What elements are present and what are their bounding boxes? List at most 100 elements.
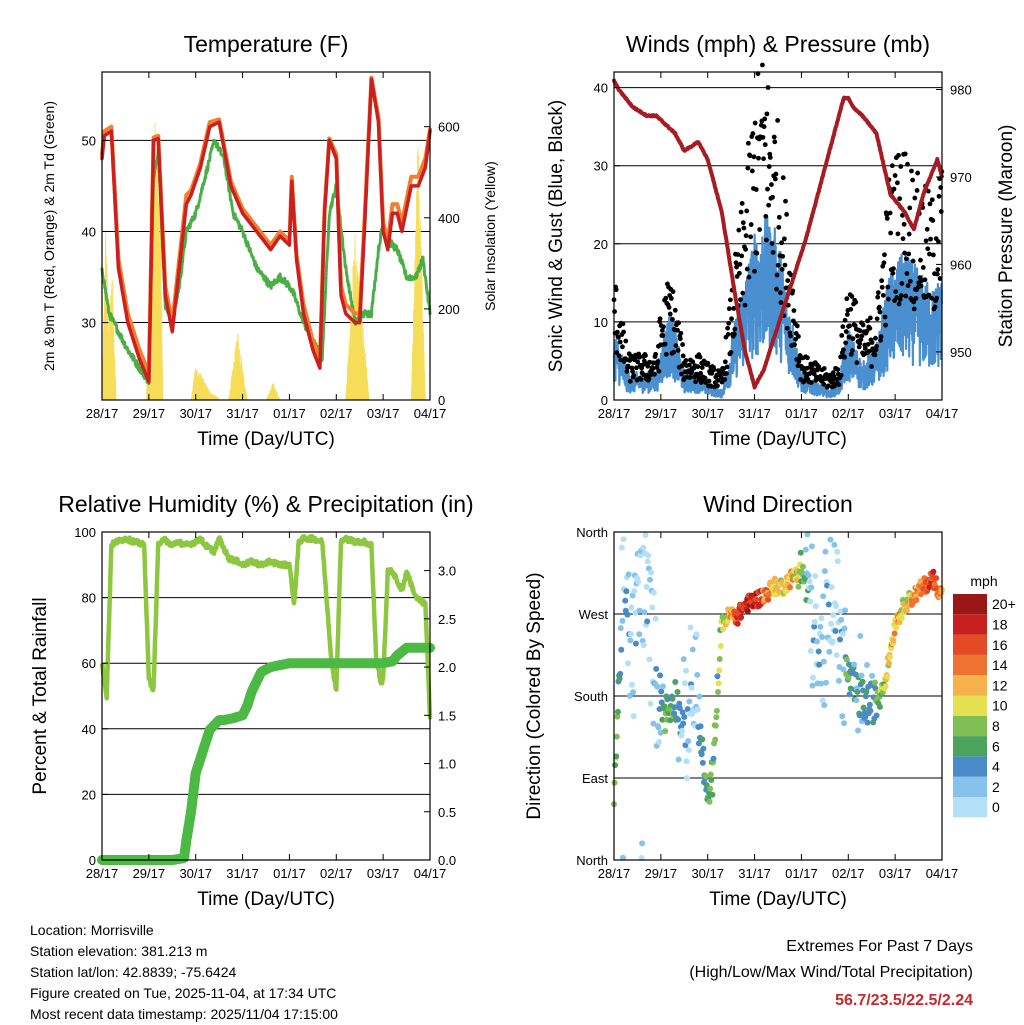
gust-point bbox=[896, 152, 901, 158]
gust-point bbox=[866, 348, 872, 354]
direction-point bbox=[831, 541, 838, 548]
direction-point bbox=[837, 636, 844, 643]
direction-point bbox=[822, 679, 829, 686]
direction-point bbox=[617, 625, 624, 632]
legend-label: 4 bbox=[992, 759, 1000, 775]
gust-point bbox=[872, 352, 878, 358]
gust-point bbox=[744, 266, 750, 272]
direction-point bbox=[697, 723, 704, 730]
gust-point bbox=[854, 360, 860, 366]
gust-point bbox=[770, 249, 776, 255]
gust-point bbox=[738, 297, 743, 303]
direction-point bbox=[659, 683, 666, 690]
gust-point bbox=[911, 306, 917, 312]
gust-point bbox=[725, 331, 731, 337]
gust-point bbox=[867, 325, 873, 331]
direction-point bbox=[639, 840, 646, 847]
gust-point bbox=[706, 378, 712, 384]
gust-point bbox=[617, 339, 623, 345]
direction-point bbox=[857, 633, 864, 640]
x-tick-label: 01/17 bbox=[273, 406, 306, 421]
gust-point bbox=[865, 341, 871, 347]
gust-point bbox=[754, 250, 760, 256]
gust-point bbox=[918, 257, 923, 263]
gust-point bbox=[885, 284, 891, 290]
x-tick-label: 29/17 bbox=[133, 406, 166, 421]
direction-point bbox=[669, 695, 676, 702]
gust-point bbox=[897, 297, 903, 302]
gust-point bbox=[873, 335, 878, 341]
gust-point bbox=[794, 323, 800, 329]
gust-point bbox=[876, 304, 882, 310]
direction-point bbox=[630, 689, 637, 696]
gust-point bbox=[761, 124, 767, 130]
direction-point bbox=[818, 615, 825, 622]
x-tick-label: 04/17 bbox=[926, 406, 959, 421]
gust-point bbox=[773, 171, 779, 177]
gust-point bbox=[849, 294, 855, 299]
gust-point bbox=[663, 295, 669, 301]
gust-point bbox=[905, 283, 911, 289]
gust-point bbox=[657, 316, 663, 322]
gust-point bbox=[751, 154, 757, 160]
right-axis-title: Solar Insolation (Yellow) bbox=[482, 161, 498, 311]
x-tick-label: 01/17 bbox=[785, 866, 818, 881]
gust-point bbox=[782, 262, 788, 268]
y-tick-label: 100 bbox=[74, 525, 96, 540]
gust-point bbox=[791, 308, 797, 314]
y-tick-label: 0 bbox=[601, 393, 608, 408]
direction-point bbox=[618, 646, 625, 653]
gust-point bbox=[780, 175, 786, 181]
x-tick-label: 31/17 bbox=[226, 866, 259, 881]
gust-point bbox=[893, 289, 899, 295]
direction-point bbox=[640, 544, 647, 551]
direction-point bbox=[657, 672, 664, 679]
gust-point bbox=[672, 307, 678, 313]
gust-point bbox=[905, 161, 910, 167]
legend-label: 2 bbox=[992, 779, 1000, 795]
gust-point bbox=[879, 278, 885, 284]
gust-point bbox=[736, 270, 742, 276]
gust-point bbox=[690, 359, 696, 365]
gust-point bbox=[880, 292, 886, 298]
gust-point bbox=[850, 348, 855, 353]
direction-point bbox=[715, 680, 722, 687]
direction-point bbox=[828, 584, 835, 591]
gust-point bbox=[725, 325, 730, 331]
direction-point bbox=[637, 552, 644, 559]
direction-point bbox=[662, 728, 669, 735]
gust-point bbox=[888, 230, 894, 236]
gust-point bbox=[878, 334, 884, 340]
direction-point bbox=[716, 667, 723, 674]
gust-point bbox=[928, 236, 933, 242]
direction-point bbox=[885, 660, 892, 667]
x-tick-label: 03/17 bbox=[367, 866, 400, 881]
right-tick-label: 400 bbox=[438, 211, 460, 226]
direction-point bbox=[832, 628, 839, 635]
gust-point bbox=[766, 202, 772, 208]
gust-point bbox=[840, 324, 846, 330]
gust-point bbox=[757, 227, 763, 232]
direction-point bbox=[809, 682, 816, 689]
wind-direction-panel: Wind Direction 28/17 29/17 30/17 31/17 01/17 0… bbox=[524, 491, 1016, 910]
direction-point bbox=[709, 791, 716, 798]
direction-point bbox=[900, 601, 907, 608]
gust-point bbox=[769, 182, 774, 188]
gust-point bbox=[788, 333, 793, 339]
gust-point bbox=[882, 252, 887, 258]
gust-point bbox=[902, 250, 908, 256]
right-tick-label: 200 bbox=[438, 302, 460, 317]
legend-label: 8 bbox=[992, 718, 1000, 734]
direction-point bbox=[867, 707, 874, 714]
x-tick-label: 02/17 bbox=[320, 406, 353, 421]
direction-point bbox=[715, 689, 722, 696]
gust-point bbox=[875, 294, 881, 300]
direction-point bbox=[612, 762, 619, 769]
gust-point bbox=[747, 153, 753, 159]
chart-title: Winds (mph) & Pressure (mb) bbox=[626, 31, 930, 57]
direction-point bbox=[653, 665, 660, 672]
direction-point bbox=[890, 637, 897, 644]
gust-point bbox=[904, 271, 910, 276]
gust-point bbox=[846, 334, 852, 340]
x-tick-label: 29/17 bbox=[133, 866, 166, 881]
